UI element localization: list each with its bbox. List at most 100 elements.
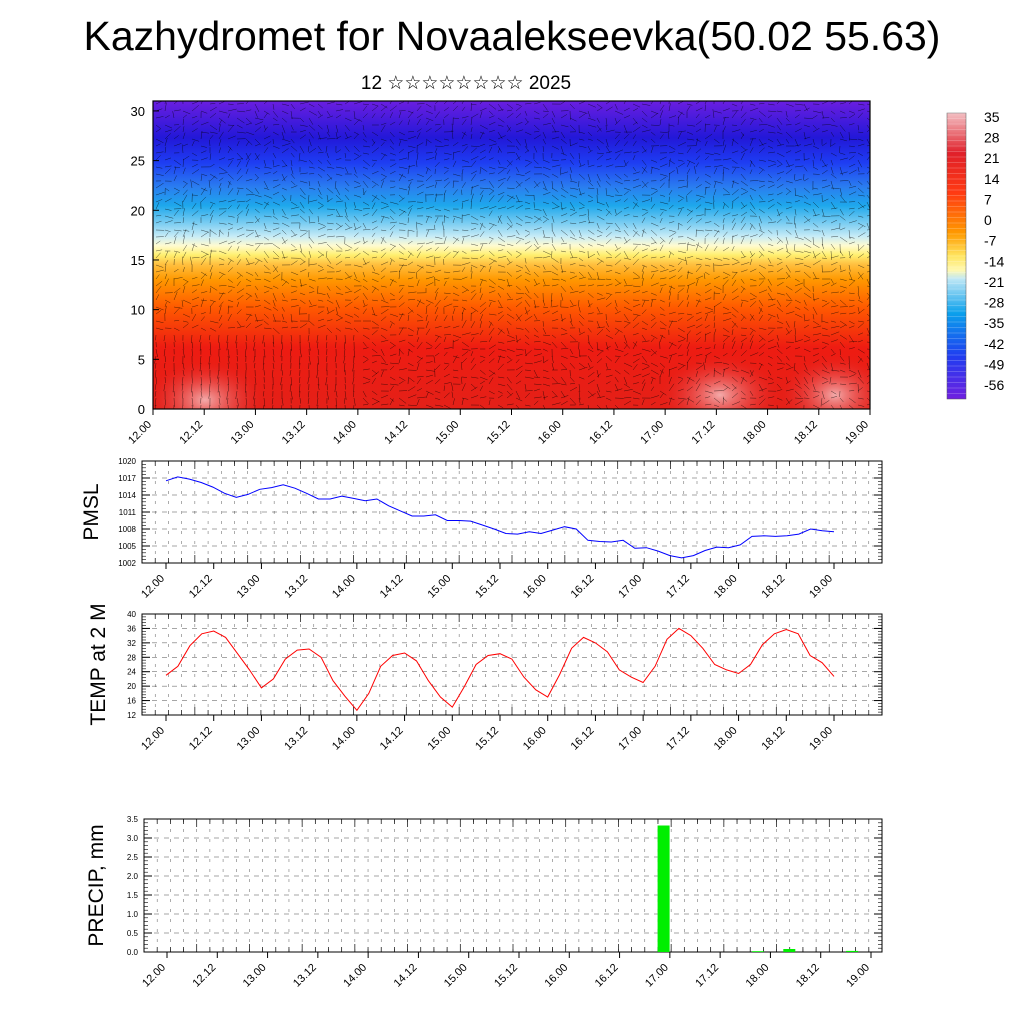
x-tick-label: 18.12: [759, 573, 787, 601]
wind-vector: [785, 110, 788, 118]
wind-vector: [281, 198, 287, 203]
wind-vector: [488, 103, 497, 110]
wind-vector: [712, 109, 715, 119]
wind-vector: [767, 110, 777, 112]
wind-vector: [281, 117, 287, 123]
wind-vector: [560, 194, 566, 198]
wind-vector: [650, 203, 656, 210]
wind-vector: [803, 218, 811, 224]
wind-vector: [227, 188, 234, 196]
wind-vector: [317, 242, 327, 245]
wind-vector: [479, 111, 483, 119]
wind-vector: [299, 129, 306, 133]
wind-vector: [172, 111, 175, 119]
wind-vector: [182, 235, 185, 245]
wind-vector: [191, 116, 198, 119]
x-tick-label: 14.12: [392, 962, 420, 990]
wind-vector: [380, 236, 385, 245]
wind-vector: [479, 222, 484, 231]
wind-vector: [848, 138, 858, 141]
wind-vector: [479, 190, 484, 196]
wind-vector: [434, 208, 442, 212]
wind-vector: [398, 148, 404, 154]
wind-vector: [425, 229, 430, 238]
wind-vector: [497, 169, 505, 175]
wind-vector: [308, 103, 315, 107]
wind-vector: [695, 184, 702, 189]
wind-vector: [281, 215, 289, 219]
wind-vector: [587, 221, 595, 224]
wind-vector: [551, 257, 559, 263]
wind-vector: [353, 264, 363, 268]
wind-vector: [272, 264, 279, 273]
x-tick-label: 18.00: [744, 962, 772, 990]
wind-vector: [740, 204, 748, 210]
wind-vector: [155, 269, 164, 273]
wind-vector: [803, 124, 810, 128]
wind-vector: [164, 129, 173, 133]
wind-vector: [767, 163, 777, 168]
wind-vector: [632, 202, 638, 210]
wind-vector: [479, 149, 486, 154]
wind-vector: [272, 117, 278, 122]
wind-vector: [227, 145, 233, 151]
wind-vector: [767, 243, 774, 247]
wind-vector: [290, 124, 294, 131]
wind-vector: [254, 103, 260, 113]
wind-vector: [587, 150, 593, 154]
wind-vector: [659, 211, 664, 217]
wind-vector: [380, 154, 386, 161]
wind-vector: [632, 151, 639, 154]
wind-vector: [443, 152, 452, 155]
wind-vector: [812, 236, 814, 245]
wind-vector: [776, 247, 784, 252]
wind-vector: [794, 262, 804, 266]
wind-vector: [245, 229, 254, 231]
wind-vector: [263, 172, 271, 175]
wind-vector: [560, 124, 569, 128]
wind-vector: [425, 128, 432, 133]
wind-vector: [470, 264, 478, 269]
wind-vector: [578, 138, 585, 141]
wind-vector: [623, 222, 628, 229]
wind-vector: [299, 215, 307, 223]
wind-vector: [209, 175, 216, 182]
wind-vector: [236, 233, 245, 238]
wind-vector: [524, 245, 532, 252]
wind-vector: [839, 110, 846, 114]
wind-vector: [371, 250, 378, 253]
wind-vector: [812, 159, 814, 167]
wind-vector: [290, 110, 293, 119]
wind-vector: [245, 131, 255, 136]
wind-vector: [803, 250, 812, 254]
wind-vector: [560, 271, 567, 273]
wind-vector: [623, 206, 629, 210]
wind-vector: [281, 222, 290, 227]
wind-vector: [676, 167, 679, 175]
wind-vector: [659, 236, 666, 243]
wind-vector: [236, 259, 241, 266]
wind-vector: [191, 101, 199, 105]
wind-vector: [758, 215, 762, 224]
wind-vector: [443, 107, 449, 112]
wind-vector: [371, 180, 379, 186]
wind-vector: [758, 271, 766, 279]
wind-vector: [803, 236, 812, 243]
wind-vector: [605, 151, 612, 154]
wind-vector: [596, 138, 604, 144]
wind-vector: [578, 159, 582, 167]
y-tick-label: 0.5: [127, 929, 139, 938]
wind-vector: [641, 103, 651, 106]
wind-vector: [452, 189, 458, 196]
wind-vector: [173, 252, 177, 259]
wind-vector: [614, 153, 621, 161]
wind-vector: [578, 214, 587, 217]
wind-vector: [236, 216, 239, 224]
wind-vector: [236, 271, 244, 277]
wind-vector: [839, 131, 844, 139]
wind-vector: [263, 264, 270, 271]
wind-vector: [695, 243, 703, 249]
wind-vector: [524, 241, 531, 245]
wind-vector: [407, 186, 411, 196]
wind-vector: [182, 183, 187, 189]
